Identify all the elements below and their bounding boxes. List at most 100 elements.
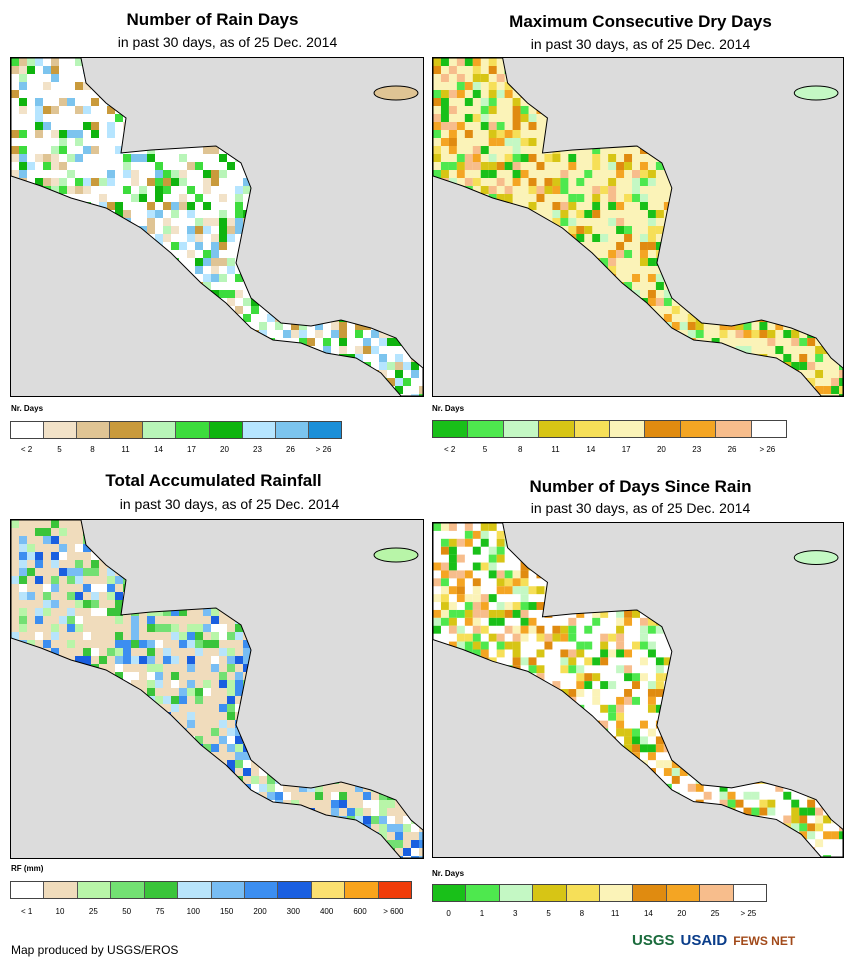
- coastline: [433, 58, 843, 396]
- legend-title: Nr. Days: [432, 404, 465, 413]
- legend-swatch: [311, 882, 346, 898]
- legend-tick-label: 11: [610, 909, 620, 918]
- panel-subtitle: in past 30 days, as of 25 Dec. 2014: [530, 36, 751, 52]
- panel-subtitle: in past 30 days, as of 25 Dec. 2014: [119, 496, 340, 512]
- legend-swatch: [503, 421, 540, 437]
- legend-swatch: [11, 882, 45, 898]
- legend-swatch: [751, 421, 787, 437]
- legend-tick-label: 5: [57, 445, 62, 454]
- legend-swatch: [244, 882, 279, 898]
- legend-tick-label: 8: [518, 445, 523, 454]
- legend-ticks: 0 1 3 5 8 11 14 20 25 > 25: [432, 909, 765, 919]
- legend-swatch: [378, 882, 412, 898]
- map-canvas: [11, 58, 423, 396]
- legend-bar: [432, 420, 787, 438]
- map-days-since-rain: [432, 522, 844, 858]
- legend-swatch: [680, 421, 717, 437]
- legend-swatch: [716, 421, 752, 437]
- legend-tick-label: < 2: [443, 445, 456, 454]
- legend-tick-label: 300: [286, 907, 301, 916]
- legend-tick-label: 26: [286, 445, 295, 454]
- legend-swatch: [433, 885, 467, 901]
- legend-title: RF (mm): [11, 864, 44, 873]
- island: [373, 85, 419, 101]
- legend-swatch: [433, 421, 469, 437]
- legend-tick-label: 200: [253, 907, 267, 916]
- legend-tick-label: 50: [122, 907, 132, 916]
- legend-bar: [432, 884, 767, 902]
- map-canvas: [433, 523, 843, 857]
- legend-tick-label: 5: [546, 909, 551, 918]
- legend-tick-label: 17: [187, 445, 196, 454]
- legend-tick-label: 20: [677, 909, 687, 918]
- legend-tick-label: 10: [55, 907, 65, 916]
- panel-days-since-rain: Number of Days Since Rain in past 30 day…: [427, 465, 854, 930]
- legend-swatch: [77, 882, 112, 898]
- island: [793, 550, 839, 565]
- map-rain-days: [10, 57, 424, 397]
- legend-tick-label: < 2: [20, 445, 33, 454]
- legend-tick-label: 20: [656, 445, 666, 454]
- legend-title: Nr. Days: [11, 404, 44, 413]
- fews-net-logo: FEWS NET: [733, 933, 796, 948]
- legend-tick-label: 14: [154, 445, 163, 454]
- panel-title: Number of Rain Days: [126, 10, 299, 29]
- legend-swatch: [733, 885, 767, 901]
- legend-tick-label: 100: [186, 907, 201, 916]
- panel-max-dry-days: Maximum Consecutive Dry Days in past 30 …: [427, 0, 854, 465]
- legend-tick-label: > 26: [759, 445, 776, 454]
- map-canvas: [11, 520, 423, 858]
- legend-ticks: < 2 5 8 11 14 17 20 23 26 > 26: [10, 445, 340, 455]
- land-area: [11, 520, 423, 858]
- legend-tick-label: 11: [551, 445, 560, 454]
- partner-logos: USGS USAID FEWS NET: [632, 932, 795, 949]
- legend-title: Nr. Days: [432, 869, 465, 878]
- legend-bar: [10, 881, 412, 899]
- legend-ticks: < 2 5 8 11 14 17 20 23 26 > 26: [432, 445, 785, 455]
- legend-tick-label: 150: [219, 907, 234, 916]
- legend-swatch: [178, 882, 212, 898]
- legend-swatch: [11, 422, 45, 438]
- legend-tick-label: 26: [727, 445, 737, 454]
- legend-tick-label: 3: [513, 909, 518, 918]
- coastline: [11, 58, 423, 396]
- legend-swatch: [176, 422, 210, 438]
- legend-bar: [10, 421, 342, 439]
- legend-tick-label: 23: [692, 445, 702, 454]
- panel-subtitle: in past 30 days, as of 25 Dec. 2014: [117, 34, 338, 50]
- legend-swatch: [111, 882, 145, 898]
- island: [793, 85, 839, 101]
- legend-swatch: [499, 885, 534, 901]
- legend-swatch: [539, 421, 575, 437]
- legend-tick-label: 600: [353, 907, 367, 916]
- legend-swatch: [600, 885, 634, 901]
- panel-title: Number of Days Since Rain: [529, 477, 752, 496]
- legend-tick-label: 14: [643, 909, 653, 918]
- legend-tick-label: 0: [446, 909, 451, 918]
- legend-tick-label: < 1: [20, 907, 33, 916]
- legend-swatch: [278, 882, 312, 898]
- legend-swatch: [77, 422, 111, 438]
- panel-title: Total Accumulated Rainfall: [105, 471, 322, 490]
- legend-swatch: [308, 422, 341, 438]
- island: [373, 547, 419, 563]
- panel-subtitle: in past 30 days, as of 25 Dec. 2014: [530, 500, 751, 516]
- legend-tick-label: 23: [253, 445, 262, 454]
- land-area: [11, 58, 423, 396]
- legend-swatch: [143, 422, 177, 438]
- legend-swatch: [700, 885, 734, 901]
- legend-tick-label: > 600: [383, 907, 404, 916]
- legend-tick-label: > 25: [740, 909, 757, 918]
- legend-tick-label: 1: [479, 909, 485, 918]
- legend-tick-label: > 26: [315, 445, 332, 454]
- legend-tick-label: 25: [710, 909, 720, 918]
- map-max-dry-days: [432, 57, 844, 397]
- legend-tick-label: 25: [88, 907, 98, 916]
- legend-swatch: [209, 422, 243, 438]
- legend-swatch: [144, 882, 179, 898]
- legend-tick-label: 11: [121, 445, 130, 454]
- legend-swatch: [645, 421, 681, 437]
- legend-tick-label: 20: [220, 445, 229, 454]
- legend-ticks: < 1 10 25 50 75 100 150 200 300 400 600 > 600: [10, 907, 410, 917]
- legend-swatch: [633, 885, 667, 901]
